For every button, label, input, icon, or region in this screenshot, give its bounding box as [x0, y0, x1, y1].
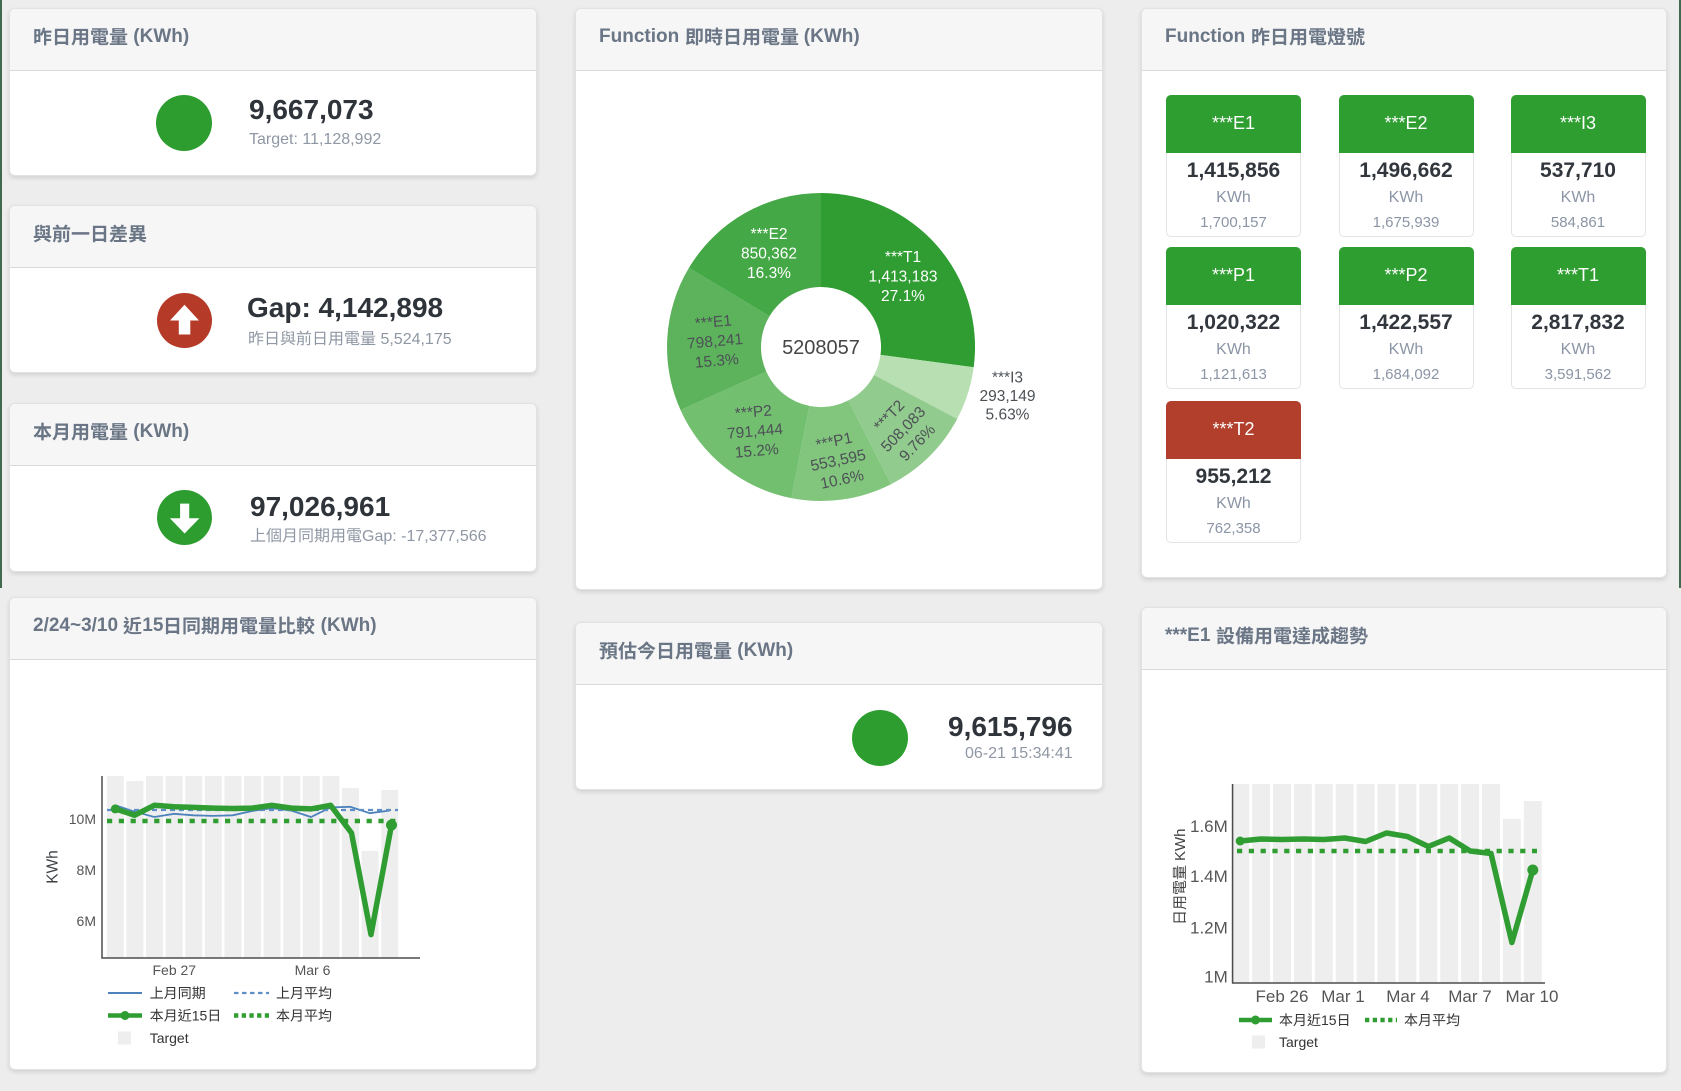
svg-text:15.2%: 15.2%: [734, 441, 779, 462]
svg-text:***E2: ***E2: [750, 226, 787, 243]
svg-text:15: 15: [192, 1008, 208, 1024]
svg-text:Target: Target: [150, 1030, 189, 1046]
svg-text:KWh: KWh: [45, 850, 62, 884]
svg-text:Mar 4: Mar 4: [1386, 987, 1429, 1006]
svg-text:15: 15: [1321, 1012, 1337, 1028]
svg-text:15.3%: 15.3%: [694, 351, 739, 372]
svg-text:Mar 7: Mar 7: [1448, 987, 1491, 1006]
svg-text:Mar 1: Mar 1: [1321, 987, 1364, 1006]
svg-text:1.4M: 1.4M: [1190, 867, 1228, 886]
svg-text:6M: 6M: [77, 913, 96, 929]
svg-text:16.3%: 16.3%: [747, 265, 791, 282]
svg-text:***E1: ***E1: [694, 312, 732, 332]
svg-text:Feb 26: Feb 26: [1256, 987, 1309, 1006]
svg-text:***P2: ***P2: [734, 402, 772, 422]
svg-text:798,241: 798,241: [686, 331, 743, 353]
svg-text:Feb 27: Feb 27: [153, 962, 197, 978]
svg-text:1.6M: 1.6M: [1190, 817, 1228, 836]
svg-text:KWh: KWh: [1172, 828, 1189, 861]
svg-text:27.1%: 27.1%: [881, 288, 925, 305]
svg-text:***I3: ***I3: [992, 369, 1023, 386]
svg-text:1,413,183: 1,413,183: [869, 268, 938, 285]
svg-text:Target: Target: [1279, 1034, 1318, 1050]
svg-text:8M: 8M: [77, 862, 96, 878]
svg-text:Mar 10: Mar 10: [1506, 987, 1559, 1006]
svg-text:5.63%: 5.63%: [986, 407, 1030, 424]
svg-text:791,444: 791,444: [726, 421, 784, 443]
svg-text:Mar 6: Mar 6: [295, 962, 331, 978]
svg-text:1.2M: 1.2M: [1190, 918, 1228, 937]
svg-text:850,362: 850,362: [741, 245, 797, 262]
svg-text:***T1: ***T1: [885, 249, 921, 266]
svg-text:10M: 10M: [69, 811, 96, 827]
svg-text:5208057: 5208057: [782, 337, 860, 359]
svg-text:1M: 1M: [1204, 968, 1228, 987]
svg-text:293,149: 293,149: [979, 388, 1035, 405]
